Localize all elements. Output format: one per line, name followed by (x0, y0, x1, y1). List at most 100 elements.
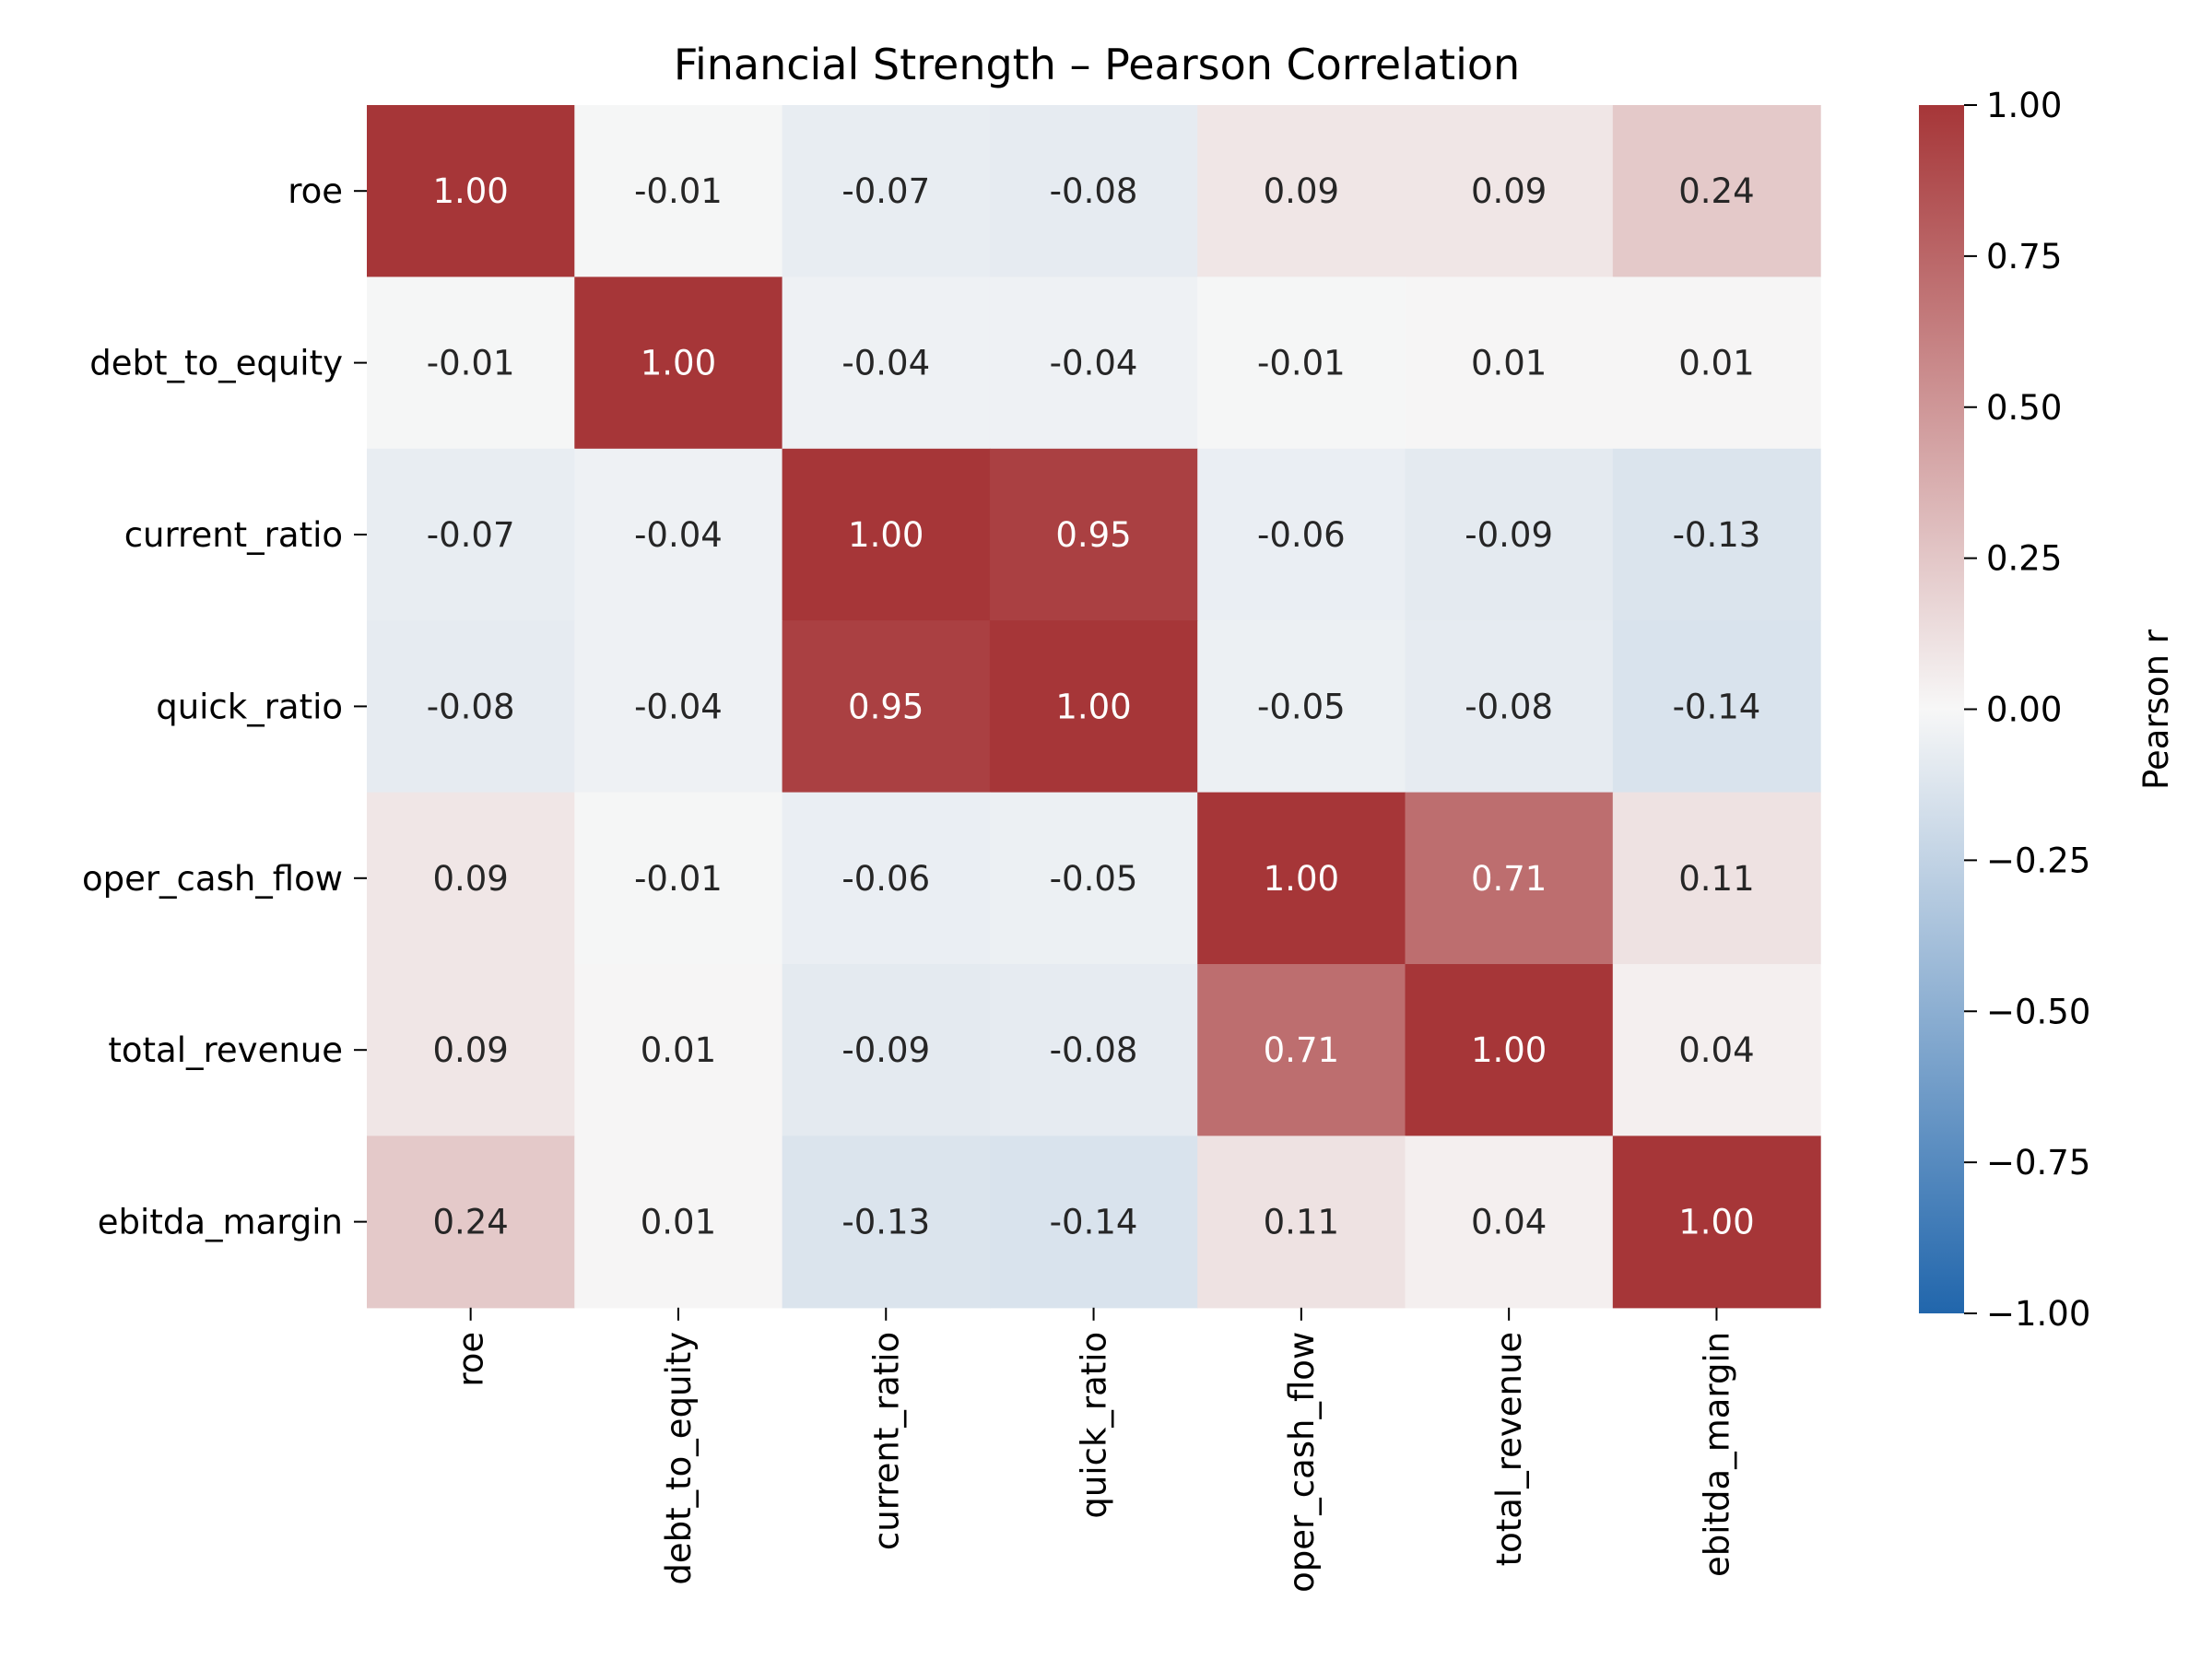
cell-value-label: -0.14 (1050, 1203, 1138, 1242)
cell-value-label: -0.13 (1673, 515, 1761, 555)
heatmap-cell-total_revenue-quick_ratio (989, 964, 1198, 1136)
heatmap-cell-ebitda_margin-oper_cash_flow (1197, 1135, 1406, 1309)
heatmap-cell-ebitda_margin-debt_to_equity (574, 1135, 783, 1309)
heatmap-cell-total_revenue-roe (367, 964, 575, 1136)
cell-value-label: 0.71 (1264, 1030, 1339, 1070)
colorbar: 1.00 0.75 0.50 0.25 0.00 −0.25 −0.50 −0.75 −1.00… (1919, 86, 2176, 1334)
cell-value-label: 1.00 (1471, 1030, 1547, 1070)
cell-value-label: 0.04 (1471, 1203, 1547, 1242)
cell-value-label: -0.07 (427, 515, 515, 555)
heatmap-cell-oper_cash_flow-debt_to_equity (574, 792, 783, 965)
cell-value-label: 1.00 (432, 171, 508, 211)
heatmap-cell-roe-ebitda_margin (1612, 105, 1821, 277)
cell-value-label: 1.00 (848, 515, 924, 555)
row-label-ebitda_margin: ebitda_margin (98, 1203, 343, 1242)
column-label-current_ratio: current_ratio (866, 1332, 906, 1550)
cell-value-label: 0.01 (641, 1030, 716, 1070)
heatmap-cell-ebitda_margin-total_revenue (1405, 1135, 1614, 1309)
cell-value-label: 0.01 (1678, 344, 1754, 383)
column-label-quick_ratio: quick_ratio (1075, 1332, 1114, 1519)
heatmap-cell-quick_ratio-ebitda_margin (1612, 620, 1821, 794)
cell-value-label: -0.04 (841, 344, 930, 383)
cell-value-label: 0.71 (1471, 859, 1547, 899)
cell-value-label: 0.01 (1471, 344, 1547, 383)
heatmap-cell-roe-debt_to_equity (574, 105, 783, 277)
cell-value-label: 0.11 (1264, 1203, 1339, 1242)
cell-value-label: -0.14 (1673, 687, 1761, 726)
heatmap-cell-oper_cash_flow-roe (367, 792, 575, 965)
cell-value-label: -0.04 (634, 515, 723, 555)
heatmap-cell-roe-quick_ratio (989, 105, 1198, 277)
heatmap-cell-current_ratio-quick_ratio (989, 448, 1198, 621)
cell-value-label: -0.06 (1257, 515, 1346, 555)
cell-value-label: 0.04 (1678, 1030, 1754, 1070)
heatmap-cell-current_ratio-total_revenue (1405, 448, 1614, 621)
cell-value-label: 0.24 (1678, 171, 1754, 211)
colorbar-tick-label: 1.00 (1986, 86, 2062, 125)
heatmap-cell-current_ratio-roe (367, 448, 575, 621)
heatmap-cell-ebitda_margin-quick_ratio (989, 1135, 1198, 1309)
heatmap-cell-debt_to_equity-roe (367, 276, 575, 450)
cell-value-label: -0.07 (841, 171, 930, 211)
cell-value-label: -0.01 (634, 171, 723, 211)
cell-value-label: -0.04 (634, 687, 723, 726)
heatmap-cell-roe-roe (367, 105, 575, 277)
colorbar-tick-label: −1.00 (1986, 1294, 2090, 1334)
cell-value-label: -0.04 (1050, 344, 1138, 383)
row-label-total_revenue: total_revenue (108, 1030, 343, 1070)
cell-value-label: -0.05 (1257, 687, 1346, 726)
heatmap-cell-debt_to_equity-quick_ratio (989, 276, 1198, 450)
column-label-ebitda_margin: ebitda_margin (1697, 1332, 1736, 1577)
column-label-roe: roe (452, 1332, 491, 1387)
heatmap-cell-ebitda_margin-ebitda_margin (1612, 1135, 1821, 1309)
row-label-quick_ratio: quick_ratio (156, 687, 343, 726)
heatmap-cell-total_revenue-current_ratio (782, 964, 991, 1136)
cell-value-label: -0.09 (841, 1030, 930, 1070)
colorbar-ticks: 1.00 0.75 0.50 0.25 0.00 −0.25 −0.50 −0.75 −1.00 (1964, 86, 2090, 1334)
colorbar-tick-label: −0.25 (1986, 841, 2090, 880)
cell-value-label: 0.01 (641, 1203, 716, 1242)
heatmap-cell-total_revenue-debt_to_equity (574, 964, 783, 1136)
colorbar-label: Pearson r (2136, 629, 2176, 790)
cell-value-label: -0.08 (1050, 1030, 1138, 1070)
heatmap-cell-debt_to_equity-oper_cash_flow (1197, 276, 1406, 450)
cell-value-label: -0.08 (1050, 171, 1138, 211)
colorbar-gradient (1919, 105, 1964, 1313)
heatmap-cell-oper_cash_flow-total_revenue (1405, 792, 1614, 965)
cell-value-label: 0.95 (1055, 515, 1131, 555)
colorbar-tick-label: 0.50 (1986, 388, 2062, 428)
heatmap-cell-current_ratio-debt_to_equity (574, 448, 783, 621)
heatmap-cell-quick_ratio-current_ratio (782, 620, 991, 794)
heatmap-cell-debt_to_equity-debt_to_equity (574, 276, 783, 450)
cell-value-label: 1.00 (1055, 687, 1131, 726)
heatmap-cell-ebitda_margin-current_ratio (782, 1135, 991, 1309)
cell-value-label: 0.95 (848, 687, 924, 726)
heatmap-cell-oper_cash_flow-quick_ratio (989, 792, 1198, 965)
heatmap-cells: 1.00 -0.01 -0.07 -0.08 0.09 0.09 0.24 -0.01 1.00… (367, 105, 1821, 1309)
heatmap-cell-oper_cash_flow-current_ratio (782, 792, 991, 965)
cell-value-label: 0.09 (432, 1030, 508, 1070)
heatmap-cell-total_revenue-oper_cash_flow (1197, 964, 1406, 1136)
cell-value-label: 0.09 (1264, 171, 1339, 211)
cell-value-label: -0.05 (1050, 859, 1138, 899)
heatmap-cell-debt_to_equity-ebitda_margin (1612, 276, 1821, 450)
heatmap-cell-current_ratio-current_ratio (782, 448, 991, 621)
row-label-debt_to_equity: debt_to_equity (89, 344, 343, 383)
heatmap-cell-quick_ratio-oper_cash_flow (1197, 620, 1406, 794)
heatmap-cell-oper_cash_flow-oper_cash_flow (1197, 792, 1406, 965)
column-label-total_revenue: total_revenue (1489, 1332, 1529, 1567)
heatmap-cell-roe-oper_cash_flow (1197, 105, 1406, 277)
column-label-oper_cash_flow: oper_cash_flow (1282, 1332, 1322, 1593)
heatmap-cell-ebitda_margin-roe (367, 1135, 575, 1309)
row-axis: roe debt_to_equity current_ratio quick_rati… (82, 171, 367, 1242)
colorbar-tick-label: −0.50 (1986, 992, 2090, 1031)
row-label-oper_cash_flow: oper_cash_flow (82, 859, 343, 899)
cell-value-label: 0.09 (1471, 171, 1547, 211)
cell-value-label: 1.00 (641, 344, 716, 383)
cell-value-label: 1.00 (1678, 1203, 1754, 1242)
heatmap-cell-quick_ratio-quick_ratio (989, 620, 1198, 794)
cell-value-label: -0.06 (841, 859, 930, 899)
column-axis: roe debt_to_equity current_ratio quick_rati… (452, 1307, 1736, 1593)
cell-value-label: 1.00 (1264, 859, 1339, 899)
